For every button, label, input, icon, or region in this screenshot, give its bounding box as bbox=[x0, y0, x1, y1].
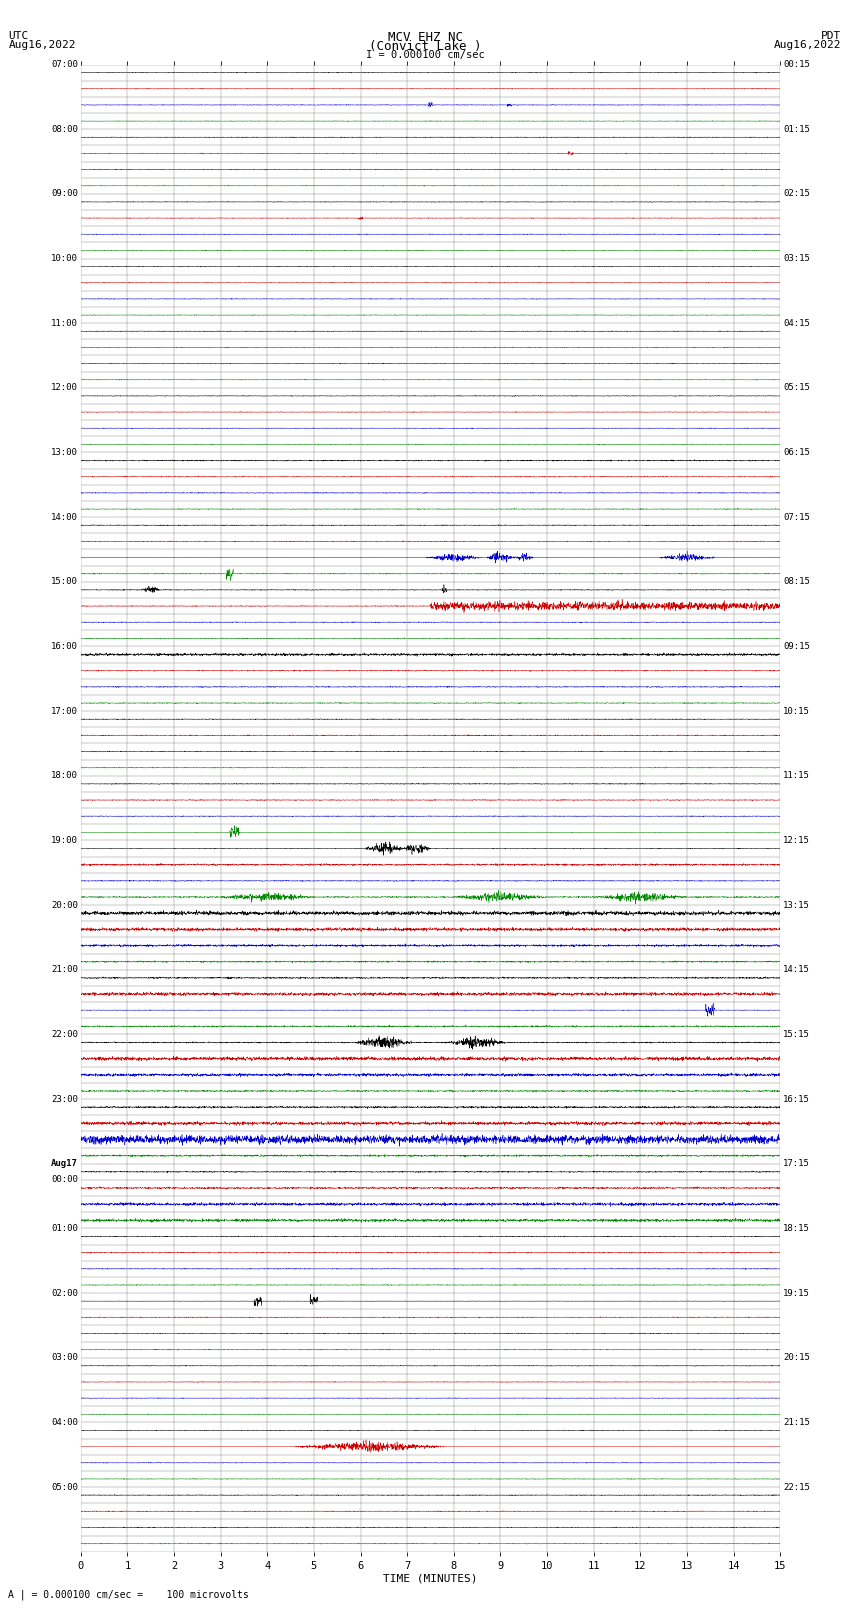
Text: 22:00: 22:00 bbox=[51, 1031, 78, 1039]
Text: A | = 0.000100 cm/sec =    100 microvolts: A | = 0.000100 cm/sec = 100 microvolts bbox=[8, 1589, 249, 1600]
Text: 12:15: 12:15 bbox=[783, 836, 810, 845]
Text: 15:00: 15:00 bbox=[51, 577, 78, 586]
Text: PDT: PDT bbox=[821, 31, 842, 40]
Text: 01:00: 01:00 bbox=[51, 1224, 78, 1232]
Text: 16:15: 16:15 bbox=[783, 1095, 810, 1103]
Text: 10:00: 10:00 bbox=[51, 253, 78, 263]
Text: UTC: UTC bbox=[8, 31, 29, 40]
Text: 11:00: 11:00 bbox=[51, 319, 78, 327]
Text: 02:00: 02:00 bbox=[51, 1289, 78, 1297]
Text: 08:15: 08:15 bbox=[783, 577, 810, 586]
Text: MCV EHZ NC: MCV EHZ NC bbox=[388, 31, 462, 44]
Text: 04:00: 04:00 bbox=[51, 1418, 78, 1428]
X-axis label: TIME (MINUTES): TIME (MINUTES) bbox=[383, 1574, 478, 1584]
Text: 00:15: 00:15 bbox=[783, 60, 810, 69]
Text: 20:00: 20:00 bbox=[51, 900, 78, 910]
Text: 07:00: 07:00 bbox=[51, 60, 78, 69]
Text: 21:15: 21:15 bbox=[783, 1418, 810, 1428]
Text: 15:15: 15:15 bbox=[783, 1031, 810, 1039]
Text: 17:00: 17:00 bbox=[51, 706, 78, 716]
Text: 04:15: 04:15 bbox=[783, 319, 810, 327]
Text: 14:15: 14:15 bbox=[783, 965, 810, 974]
Text: 23:00: 23:00 bbox=[51, 1095, 78, 1103]
Text: 05:00: 05:00 bbox=[51, 1482, 78, 1492]
Text: 10:15: 10:15 bbox=[783, 706, 810, 716]
Text: 06:15: 06:15 bbox=[783, 448, 810, 456]
Text: (Convict Lake ): (Convict Lake ) bbox=[369, 40, 481, 53]
Text: 03:15: 03:15 bbox=[783, 253, 810, 263]
Text: 12:00: 12:00 bbox=[51, 384, 78, 392]
Text: 14:00: 14:00 bbox=[51, 513, 78, 521]
Text: 21:00: 21:00 bbox=[51, 965, 78, 974]
Text: 09:00: 09:00 bbox=[51, 189, 78, 198]
Text: 07:15: 07:15 bbox=[783, 513, 810, 521]
Text: 01:15: 01:15 bbox=[783, 124, 810, 134]
Text: Aug16,2022: Aug16,2022 bbox=[774, 40, 842, 50]
Text: 22:15: 22:15 bbox=[783, 1482, 810, 1492]
Text: Aug17: Aug17 bbox=[51, 1160, 78, 1168]
Text: 19:15: 19:15 bbox=[783, 1289, 810, 1297]
Text: 03:00: 03:00 bbox=[51, 1353, 78, 1363]
Text: 18:00: 18:00 bbox=[51, 771, 78, 781]
Text: 16:00: 16:00 bbox=[51, 642, 78, 652]
Text: 11:15: 11:15 bbox=[783, 771, 810, 781]
Text: 13:00: 13:00 bbox=[51, 448, 78, 456]
Text: 19:00: 19:00 bbox=[51, 836, 78, 845]
Text: 02:15: 02:15 bbox=[783, 189, 810, 198]
Text: 09:15: 09:15 bbox=[783, 642, 810, 652]
Text: 18:15: 18:15 bbox=[783, 1224, 810, 1232]
Text: 17:15: 17:15 bbox=[783, 1160, 810, 1168]
Text: 05:15: 05:15 bbox=[783, 384, 810, 392]
Text: 00:00: 00:00 bbox=[51, 1176, 78, 1184]
Text: 08:00: 08:00 bbox=[51, 124, 78, 134]
Text: 13:15: 13:15 bbox=[783, 900, 810, 910]
Text: Aug16,2022: Aug16,2022 bbox=[8, 40, 76, 50]
Text: 20:15: 20:15 bbox=[783, 1353, 810, 1363]
Text: I = 0.000100 cm/sec: I = 0.000100 cm/sec bbox=[366, 50, 484, 60]
